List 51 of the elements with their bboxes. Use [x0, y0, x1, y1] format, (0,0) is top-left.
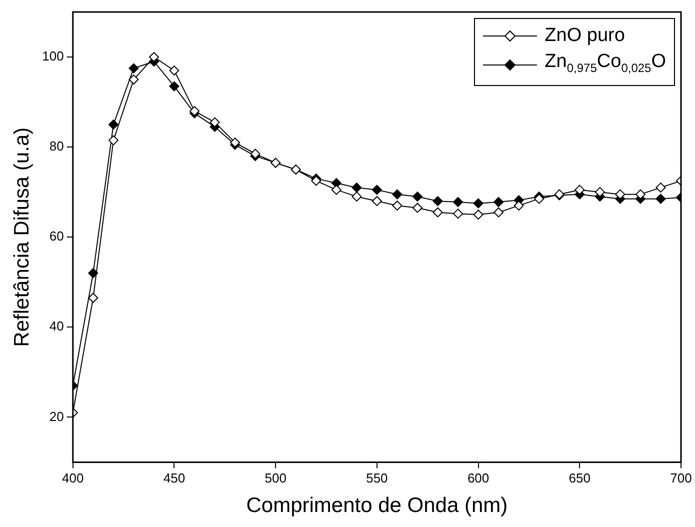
x-tick-label: 700	[670, 470, 692, 486]
point	[372, 196, 382, 206]
point	[574, 184, 585, 195]
point	[453, 208, 464, 219]
x-tick-label: 400	[62, 470, 84, 486]
point	[88, 268, 98, 278]
y-axis-title: Refletância Difusa (u.a)	[10, 127, 34, 347]
point	[128, 74, 139, 85]
y-tick-label: 100	[42, 48, 64, 64]
legend-label: Zn$_{0,975}$Co$_{0,025}$O	[544, 50, 666, 77]
point	[473, 198, 484, 208]
x-tick-label: 450	[163, 470, 186, 486]
y-tick-label: 40	[49, 318, 64, 334]
point	[494, 207, 504, 218]
point	[352, 182, 362, 193]
point	[412, 202, 422, 213]
x-tick-label: 550	[366, 470, 388, 486]
point	[412, 192, 422, 202]
point	[331, 184, 342, 195]
point	[88, 292, 98, 303]
point	[210, 117, 220, 128]
point	[108, 135, 118, 146]
point	[392, 189, 402, 200]
point	[128, 63, 139, 74]
point	[473, 210, 484, 220]
point	[372, 184, 382, 195]
y-tick-label: 20	[49, 408, 64, 424]
point	[392, 200, 402, 211]
y-tick-label: 80	[49, 138, 64, 154]
point	[352, 192, 362, 202]
point	[169, 66, 180, 76]
point	[250, 148, 260, 159]
point	[594, 187, 605, 198]
point	[432, 196, 443, 206]
x-tick-label: 500	[264, 470, 286, 486]
legend-label: ZnO puro	[544, 24, 625, 48]
point	[108, 120, 118, 130]
point	[656, 194, 666, 204]
point	[615, 189, 626, 200]
x-tick-label: 600	[467, 470, 490, 486]
point	[656, 182, 666, 193]
point	[432, 207, 443, 218]
y-tick-label: 60	[49, 228, 64, 244]
point	[635, 189, 646, 200]
point	[148, 52, 159, 62]
point	[453, 196, 464, 207]
point	[514, 200, 524, 211]
x-axis-title: Comprimento de Onda (nm)	[246, 494, 508, 518]
point	[169, 81, 180, 92]
x-tick-label: 650	[568, 470, 590, 486]
point	[494, 196, 504, 207]
